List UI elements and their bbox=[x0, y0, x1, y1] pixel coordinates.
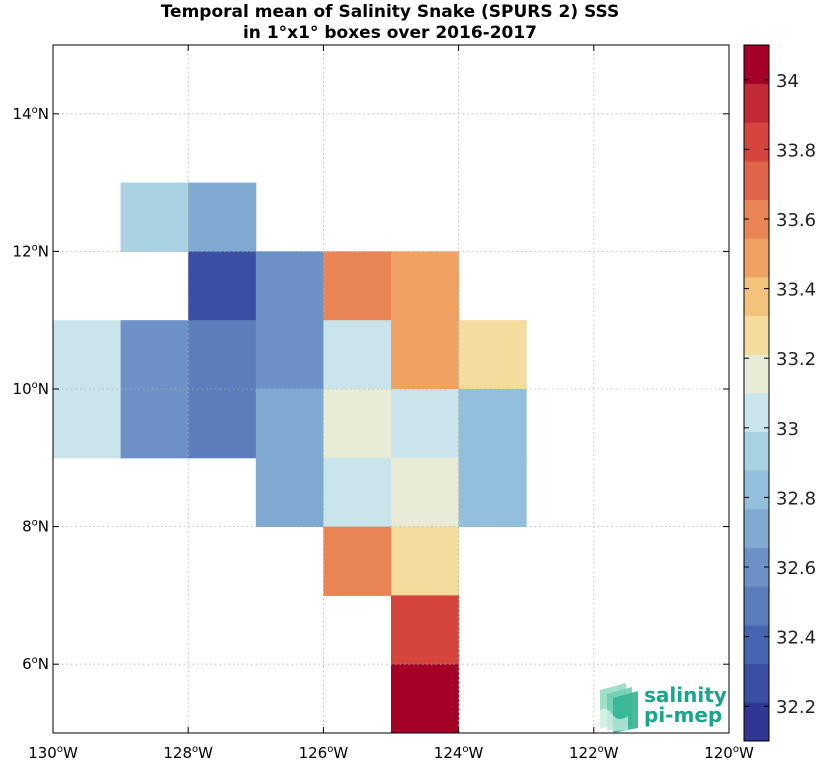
salinity-cell bbox=[323, 251, 392, 321]
salinity-cell bbox=[255, 457, 324, 528]
colorbar-segment bbox=[744, 45, 769, 85]
salinity-cell bbox=[391, 526, 460, 596]
y-tick-label: 14oN bbox=[13, 105, 49, 123]
chart-title-line1: Temporal mean of Salinity Snake (SPURS 2… bbox=[160, 2, 620, 22]
colorbar-segment bbox=[744, 277, 769, 317]
colorbar-tick-label: 32.8 bbox=[776, 488, 816, 509]
colorbar-segment bbox=[744, 431, 769, 471]
salinity-cell bbox=[255, 389, 324, 459]
x-tick-label: 130oW bbox=[28, 744, 78, 762]
colorbar-tick-label: 33.8 bbox=[776, 140, 816, 161]
colorbar-segment bbox=[744, 625, 769, 665]
colorbar-tick-label: 33.4 bbox=[776, 280, 816, 301]
salinity-cell bbox=[458, 389, 527, 459]
salinity-cell bbox=[391, 457, 460, 528]
colorbar-segment bbox=[744, 393, 769, 433]
colorbar-tick-label: 32.2 bbox=[776, 697, 816, 718]
colorbar-tick-label: 34 bbox=[776, 71, 799, 92]
salinity-cell bbox=[120, 320, 189, 390]
x-tick-label: 120oW bbox=[704, 744, 754, 762]
colorbar-tick-label: 32.6 bbox=[776, 558, 816, 579]
colorbar-segment bbox=[744, 509, 769, 549]
salinity-cell bbox=[120, 182, 189, 252]
y-tick-label: 8oN bbox=[22, 518, 49, 536]
salinity-cell bbox=[391, 251, 460, 321]
colorbar-frame bbox=[743, 44, 770, 742]
x-tick-label: 126oW bbox=[299, 744, 349, 762]
colorbar-tick-label: 33 bbox=[776, 419, 799, 440]
colorbar bbox=[743, 44, 770, 742]
salinity-cell bbox=[188, 320, 257, 390]
salinity-cell bbox=[323, 389, 392, 459]
salinity-cell bbox=[255, 320, 324, 390]
y-tick-label: 6oN bbox=[22, 655, 49, 673]
colorbar-segment bbox=[744, 663, 769, 703]
salinity-cell bbox=[391, 389, 460, 459]
colorbar-segment bbox=[744, 470, 769, 510]
colorbar-tick-labels: 32.2 32.4 32.6 32.8 33 33.2 33.4 33.6 33.8 34 bbox=[776, 71, 816, 718]
salinity-cell bbox=[188, 182, 257, 252]
x-tick-label: 124oW bbox=[434, 744, 484, 762]
colorbar-segment bbox=[744, 122, 769, 162]
salinity-cell bbox=[391, 664, 460, 734]
salinity-cell bbox=[323, 457, 392, 528]
x-tick-labels: 130oW 128oW 126oW 124oW 122oW 120oW bbox=[28, 744, 754, 762]
salinity-cell bbox=[391, 320, 460, 390]
logo-text-line2: pi-mep bbox=[644, 703, 723, 727]
x-tick-label: 128oW bbox=[163, 744, 213, 762]
colorbar-segment bbox=[744, 83, 769, 123]
colorbar-segment bbox=[744, 586, 769, 626]
y-tick-label: 12oN bbox=[13, 242, 49, 260]
chart-title-line2: in 1°x1° boxes over 2016-2017 bbox=[242, 23, 538, 43]
colorbar-segment bbox=[744, 315, 769, 355]
colorbar-tick-label: 33.2 bbox=[776, 349, 816, 370]
salinity-cell bbox=[255, 251, 324, 321]
logo-text-line1: salinity bbox=[644, 683, 727, 707]
colorbar-segment bbox=[744, 238, 769, 278]
map-gridlines bbox=[52, 45, 730, 733]
salinity-cell bbox=[120, 389, 189, 459]
x-tick-label: 122oW bbox=[569, 744, 619, 762]
colorbar-tick-label: 32.4 bbox=[776, 628, 816, 649]
salinity-cell bbox=[323, 320, 392, 390]
y-tick-labels: 6oN 8oN 10oN 12oN 14oN bbox=[13, 105, 49, 673]
salinity-cell bbox=[188, 251, 257, 321]
salinity-cell bbox=[323, 526, 392, 596]
salinity-cell bbox=[53, 320, 122, 390]
colorbar-segment bbox=[744, 161, 769, 201]
colorbar-segment bbox=[744, 354, 769, 394]
y-tick-label: 10oN bbox=[13, 380, 49, 398]
axis-ticks bbox=[52, 45, 730, 733]
colorbar-segment bbox=[744, 702, 769, 742]
salinity-cell bbox=[458, 457, 527, 528]
salinity-cell bbox=[458, 320, 527, 390]
colorbar-tick-label: 33.6 bbox=[776, 210, 816, 231]
salinity-cell bbox=[188, 389, 257, 459]
salinity-cell bbox=[53, 389, 122, 459]
salinity-cell bbox=[391, 595, 460, 665]
salinity-pi-mep-logo-icon bbox=[598, 683, 638, 733]
salinity-cells bbox=[53, 182, 527, 734]
